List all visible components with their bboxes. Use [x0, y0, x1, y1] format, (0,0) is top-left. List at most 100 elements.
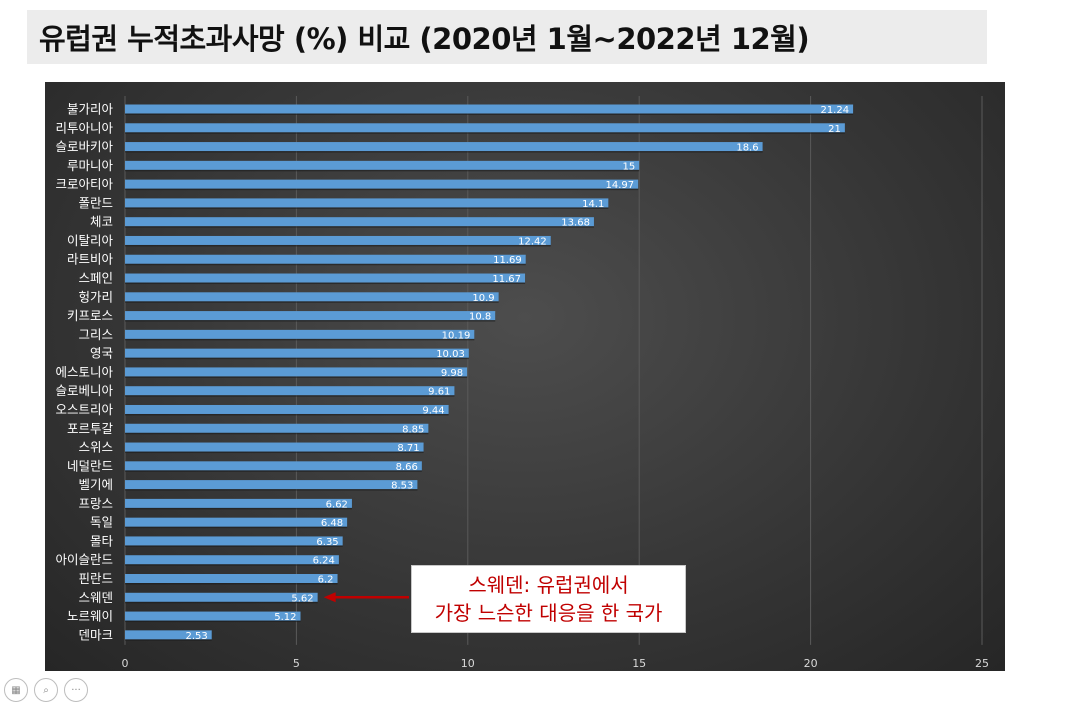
bar [125, 198, 609, 208]
bar [125, 442, 424, 452]
bar [125, 404, 449, 414]
data-label: 5.12 [274, 612, 296, 623]
data-label: 6.48 [321, 518, 343, 529]
data-label: 18.6 [736, 143, 758, 154]
data-label: 8.66 [396, 462, 418, 473]
x-tick-label: 0 [122, 657, 129, 670]
x-tick-label: 20 [804, 657, 818, 670]
category-label: 영국 [90, 346, 113, 361]
page-title: 유럽권 누적초과사망 (%) 비교 (2020년 1월~2022년 12월) [39, 22, 810, 56]
data-label: 9.44 [422, 405, 444, 416]
bar [125, 386, 455, 396]
bar [125, 367, 468, 377]
category-label: 스웨덴 [78, 590, 113, 605]
category-label: 몰타 [90, 533, 114, 548]
data-label: 11.69 [493, 255, 522, 266]
data-label: 15 [622, 161, 635, 172]
data-label: 2.53 [185, 631, 207, 642]
bar [125, 348, 469, 358]
bar [125, 179, 639, 189]
data-label: 10.8 [469, 312, 491, 323]
data-label: 10.03 [436, 349, 465, 360]
bar [125, 292, 499, 302]
bar [125, 611, 301, 621]
category-label: 슬로바키아 [55, 139, 113, 154]
slides-icon[interactable]: ▦ [4, 678, 28, 702]
title-box: 유럽권 누적초과사망 (%) 비교 (2020년 1월~2022년 12월) [27, 10, 987, 64]
category-label: 헝가리 [78, 289, 113, 304]
data-label: 21 [828, 124, 841, 135]
bar [125, 311, 496, 321]
category-label: 폴란드 [78, 195, 113, 210]
callout-arrow-layer [323, 592, 409, 603]
bar [125, 329, 475, 339]
category-label: 크로아티아 [55, 177, 113, 192]
bar [125, 254, 526, 264]
x-tick-label: 10 [461, 657, 475, 670]
category-label: 오스트리아 [55, 402, 113, 417]
data-label: 6.2 [318, 575, 334, 586]
sweden-callout: 스웨덴: 유럽권에서 가장 느슨한 대응을 한 국가 [411, 565, 686, 633]
data-label: 8.71 [397, 443, 419, 454]
data-label: 13.68 [561, 218, 590, 229]
data-label: 5.62 [291, 593, 313, 604]
data-label: 10.19 [442, 330, 471, 341]
bottom-toolbar: ▦ ⌕ ··· [4, 678, 88, 702]
bar [125, 498, 352, 508]
bar [125, 235, 551, 245]
category-label: 포르투갈 [67, 421, 114, 436]
labels: 0 5 10 15 20 25 불가리아 21.24 리투아니아 21 슬로바키아 18.6 루마니아 1… [55, 102, 989, 671]
data-label: 10.9 [472, 293, 494, 304]
callout-arrow-head [323, 592, 336, 603]
data-label: 6.24 [313, 556, 335, 567]
category-label: 그리스 [78, 327, 113, 342]
category-label: 라트비아 [67, 252, 114, 267]
bar [125, 104, 854, 114]
bar [125, 574, 338, 583]
category-label: 리투아니아 [55, 120, 113, 135]
more-icon[interactable]: ··· [64, 678, 88, 702]
data-label: 9.61 [428, 387, 450, 398]
bar [125, 423, 429, 433]
category-label: 스위스 [78, 440, 113, 455]
data-label: 21.24 [820, 105, 849, 116]
bar [125, 517, 348, 527]
category-label: 슬로베니아 [55, 383, 113, 398]
bar [125, 123, 845, 133]
category-label: 핀란드 [78, 571, 113, 586]
category-label: 루마니아 [67, 158, 114, 173]
x-tick-label: 15 [632, 657, 646, 670]
category-label: 이탈리아 [67, 233, 114, 248]
data-label: 12.42 [518, 236, 547, 247]
bar [125, 160, 640, 170]
data-label: 6.35 [316, 537, 338, 548]
x-tick-label: 25 [975, 657, 989, 670]
category-label: 스페인 [78, 271, 113, 286]
data-label: 14.1 [582, 199, 604, 210]
bar [125, 536, 343, 546]
bar [125, 217, 594, 227]
bar [125, 480, 418, 490]
category-label: 불가리아 [67, 102, 114, 117]
bar [125, 461, 422, 471]
category-label: 에스토니아 [55, 364, 113, 379]
category-label: 벨기에 [78, 477, 113, 492]
chart-panel: 0 5 10 15 20 25 불가리아 21.24 리투아니아 21 슬로바키아 18.6 루마니아 1… [45, 82, 1005, 671]
bar [125, 555, 339, 565]
data-label: 9.98 [441, 368, 463, 379]
category-label: 프랑스 [78, 496, 113, 511]
category-label: 노르웨이 [67, 609, 113, 624]
bar [125, 592, 318, 602]
data-label: 14.97 [606, 180, 635, 191]
category-label: 체코 [90, 214, 113, 229]
data-label: 11.67 [492, 274, 521, 285]
category-label: 덴마크 [78, 627, 113, 642]
callout-line-1: 스웨덴: 유럽권에서 [468, 573, 629, 597]
callout-line-2: 가장 느슨한 대응을 한 국가 [434, 601, 663, 625]
x-tick-label: 5 [293, 657, 300, 670]
data-label: 8.53 [391, 481, 413, 492]
category-label: 네덜란드 [67, 458, 113, 473]
zoom-icon[interactable]: ⌕ [34, 678, 58, 702]
bar-chart: 0 5 10 15 20 25 불가리아 21.24 리투아니아 21 슬로바키아 18.6 루마니아 1… [55, 96, 989, 671]
data-label: 8.85 [402, 424, 424, 435]
